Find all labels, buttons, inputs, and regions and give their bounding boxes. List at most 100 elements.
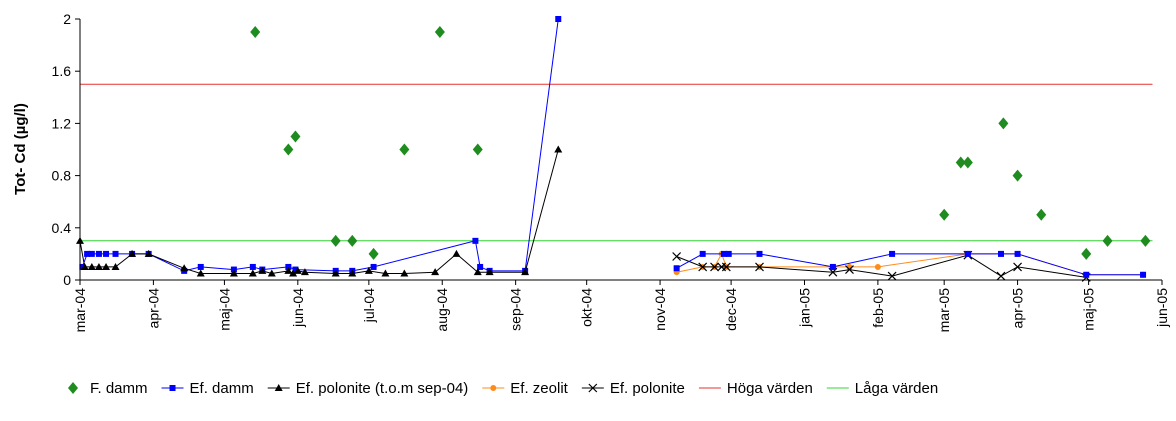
data-point (477, 263, 484, 270)
legend-label: Ef. polonite (610, 380, 685, 397)
legend-item: Ef. polonite (t.o.m sep-04) (267, 380, 468, 397)
data-point (368, 247, 379, 260)
legend: F. damm Ef. damm Ef. polonite (t.o.m sep-0… (68, 380, 938, 397)
data-point (710, 262, 719, 272)
data-point (955, 156, 966, 169)
x-tick-label: aug-04 (434, 288, 450, 332)
data-point (996, 271, 1006, 281)
x-tick-label: apr-05 (1010, 288, 1026, 329)
data-point (755, 262, 764, 272)
legend-label: Höga värden (727, 380, 813, 397)
data-point (720, 250, 727, 257)
series-line (676, 253, 1144, 276)
legend-label: F. damm (90, 380, 148, 397)
legend-swatch-marker (490, 385, 497, 391)
data-point (102, 262, 111, 270)
data-point (94, 262, 103, 270)
data-point (79, 263, 86, 270)
data-point (196, 269, 205, 277)
data-point (112, 250, 119, 257)
x-tick-label: jul-04 (361, 288, 377, 323)
data-point (1140, 234, 1151, 247)
plot-area (76, 16, 1153, 282)
x-tick-label: mar-05 (936, 288, 952, 333)
data-point (887, 271, 897, 281)
data-point (250, 26, 261, 39)
data-point (485, 268, 494, 276)
data-point (283, 143, 294, 156)
data-point (370, 263, 377, 270)
data-point (829, 263, 836, 270)
data-point (452, 249, 461, 257)
legend-item: Ef. polonite (581, 380, 685, 397)
data-point (128, 249, 137, 257)
x-tick-label: sep-04 (508, 288, 524, 331)
data-point (672, 252, 682, 261)
data-point (289, 269, 298, 277)
legend-swatch-marker (588, 383, 598, 393)
data-point (292, 266, 299, 273)
legend-label: Ef. damm (190, 380, 254, 397)
legend-item: Låga värden (826, 380, 938, 397)
series-line (79, 149, 559, 275)
x-tick-label: feb-05 (870, 288, 886, 328)
data-point (249, 263, 256, 270)
x-tick-label: mar-04 (72, 288, 88, 333)
data-point (756, 250, 763, 257)
data-point (290, 130, 301, 143)
data-point (1140, 271, 1147, 278)
data-point (347, 234, 358, 247)
x-tick-label: nov-04 (652, 288, 668, 331)
data-point (1012, 169, 1023, 182)
y-tick-label: 0.8 (52, 168, 72, 184)
data-point (293, 266, 302, 274)
data-point (284, 266, 293, 274)
data-point (180, 264, 189, 272)
data-point (88, 250, 95, 257)
data-point (1102, 234, 1113, 247)
data-point (364, 266, 373, 274)
data-point (95, 250, 102, 257)
data-point (889, 250, 896, 257)
data-point (87, 262, 96, 270)
data-point (725, 250, 732, 257)
legend-item: Ef. damm (161, 380, 254, 397)
data-point (144, 249, 153, 257)
y-tick-label: 2 (63, 11, 71, 27)
data-point (1081, 247, 1092, 260)
legend-item: Ef. zeolit (482, 380, 569, 397)
data-point (434, 26, 445, 39)
data-point (400, 269, 409, 277)
data-point (555, 16, 562, 22)
data-point (1036, 208, 1047, 221)
data-point (1014, 250, 1021, 257)
x-tick-label: jan-05 (796, 288, 812, 328)
series-0 (250, 26, 1151, 260)
x-tick-label: okt-04 (579, 288, 595, 327)
data-point (80, 262, 89, 270)
data-point (472, 143, 483, 156)
data-point (330, 234, 341, 247)
series-1 (79, 16, 562, 274)
data-point (845, 265, 854, 274)
data-point (348, 269, 357, 277)
data-point (331, 269, 340, 277)
data-point (721, 262, 731, 272)
data-point (874, 263, 881, 270)
legend-item: Höga värden (698, 380, 813, 397)
y-axis-label: Tot- Cd (µg/l) (12, 103, 29, 195)
data-point (962, 156, 973, 169)
data-point (521, 268, 530, 276)
data-point (473, 268, 482, 276)
series-7 (673, 250, 1147, 278)
data-point (673, 265, 680, 272)
data-point (998, 250, 1005, 257)
data-point (431, 268, 440, 276)
data-point (998, 117, 1009, 130)
series-3 (673, 250, 1147, 278)
y-tick-label: 1.2 (52, 115, 72, 131)
y-tick-label: 0.4 (52, 220, 72, 236)
legend-label: Ef. zeolit (510, 380, 568, 397)
data-point (84, 250, 91, 257)
